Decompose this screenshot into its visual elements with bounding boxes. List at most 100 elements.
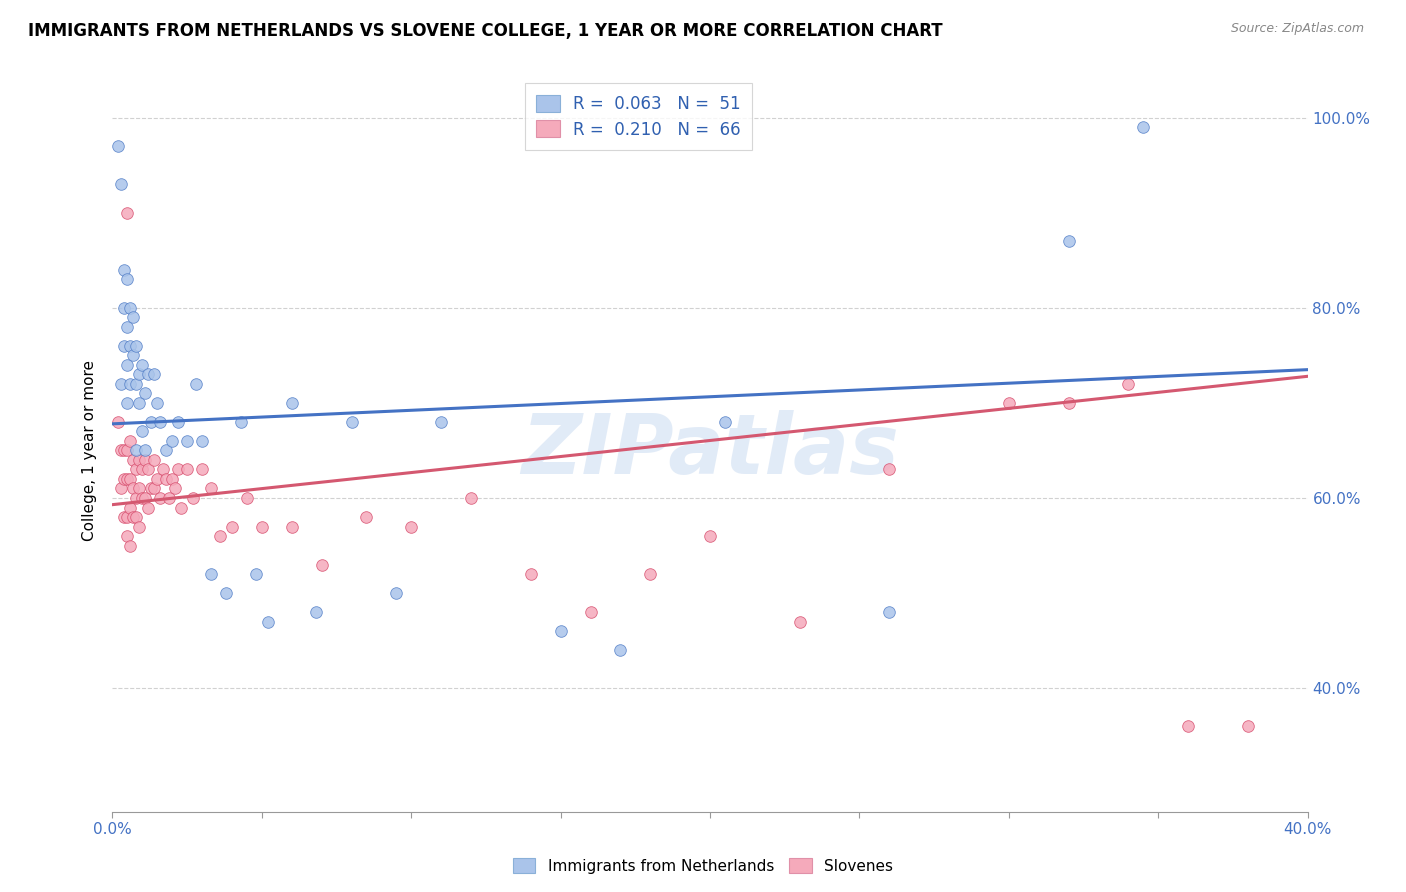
Text: ZIPatlas: ZIPatlas xyxy=(522,410,898,491)
Point xyxy=(110,376,132,391)
Point xyxy=(215,586,238,600)
Point xyxy=(1132,120,1154,135)
Point xyxy=(157,491,180,505)
Point xyxy=(879,462,901,476)
Point xyxy=(165,482,187,496)
Point xyxy=(609,643,631,657)
Point xyxy=(117,472,139,486)
Point xyxy=(229,415,252,429)
Point xyxy=(176,462,198,476)
Point xyxy=(134,386,156,401)
Point xyxy=(401,519,423,533)
Point xyxy=(131,462,153,476)
Point xyxy=(155,472,177,486)
Point xyxy=(120,301,142,315)
Point xyxy=(117,206,139,220)
Point xyxy=(143,368,166,382)
Point xyxy=(120,376,142,391)
Point xyxy=(110,482,132,496)
Point xyxy=(110,178,132,192)
Point xyxy=(134,453,156,467)
Point xyxy=(149,491,172,505)
Point xyxy=(460,491,482,505)
Y-axis label: College, 1 year or more: College, 1 year or more xyxy=(82,360,97,541)
Point xyxy=(141,415,163,429)
Point xyxy=(640,567,662,582)
Point xyxy=(149,415,172,429)
Point xyxy=(122,310,145,325)
Point xyxy=(114,301,135,315)
Point xyxy=(125,376,148,391)
Point xyxy=(176,434,198,448)
Point xyxy=(143,482,166,496)
Point xyxy=(128,453,150,467)
Point xyxy=(1057,396,1080,410)
Point xyxy=(110,443,132,458)
Point xyxy=(114,443,135,458)
Point xyxy=(998,396,1021,410)
Point xyxy=(120,472,142,486)
Point xyxy=(520,567,543,582)
Point xyxy=(152,462,174,476)
Point xyxy=(114,262,135,277)
Point xyxy=(117,443,139,458)
Point xyxy=(128,368,150,382)
Point xyxy=(236,491,259,505)
Point xyxy=(1118,376,1140,391)
Point xyxy=(879,605,901,619)
Point xyxy=(138,368,160,382)
Text: IMMIGRANTS FROM NETHERLANDS VS SLOVENE COLLEGE, 1 YEAR OR MORE CORRELATION CHART: IMMIGRANTS FROM NETHERLANDS VS SLOVENE C… xyxy=(28,22,943,40)
Point xyxy=(281,396,304,410)
Point xyxy=(107,139,129,153)
Legend: Immigrants from Netherlands, Slovenes: Immigrants from Netherlands, Slovenes xyxy=(506,852,900,880)
Point xyxy=(122,510,145,524)
Point xyxy=(356,510,378,524)
Point xyxy=(125,510,148,524)
Point xyxy=(1177,719,1199,733)
Point xyxy=(125,491,148,505)
Point xyxy=(340,415,363,429)
Point xyxy=(120,500,142,515)
Point xyxy=(122,453,145,467)
Point xyxy=(162,472,183,486)
Point xyxy=(550,624,572,639)
Point xyxy=(114,472,135,486)
Point xyxy=(167,462,190,476)
Point xyxy=(134,491,156,505)
Point xyxy=(143,453,166,467)
Point xyxy=(430,415,453,429)
Point xyxy=(128,519,150,533)
Point xyxy=(120,539,142,553)
Point xyxy=(117,319,139,334)
Point xyxy=(117,529,139,543)
Point xyxy=(311,558,333,572)
Point xyxy=(125,443,148,458)
Point xyxy=(1057,235,1080,249)
Point xyxy=(162,434,183,448)
Point xyxy=(125,339,148,353)
Point xyxy=(579,605,602,619)
Point xyxy=(281,519,304,533)
Point xyxy=(141,482,163,496)
Point xyxy=(699,529,721,543)
Point xyxy=(146,396,169,410)
Point xyxy=(245,567,267,582)
Point xyxy=(128,482,150,496)
Point xyxy=(128,396,150,410)
Point xyxy=(138,462,160,476)
Point xyxy=(155,443,177,458)
Point xyxy=(191,462,214,476)
Point xyxy=(257,615,280,629)
Point xyxy=(125,462,148,476)
Point xyxy=(114,339,135,353)
Point xyxy=(131,358,153,372)
Point xyxy=(385,586,408,600)
Point xyxy=(1237,719,1260,733)
Point xyxy=(117,396,139,410)
Point xyxy=(122,482,145,496)
Point xyxy=(114,510,135,524)
Text: Source: ZipAtlas.com: Source: ZipAtlas.com xyxy=(1230,22,1364,36)
Point xyxy=(305,605,328,619)
Point xyxy=(120,339,142,353)
Point xyxy=(170,500,193,515)
